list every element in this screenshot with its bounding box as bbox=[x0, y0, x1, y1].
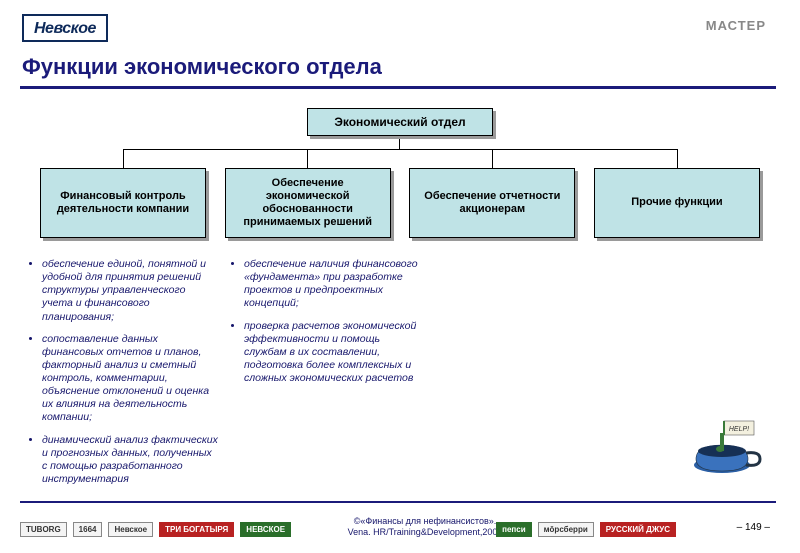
brand-badge: Невское bbox=[108, 522, 153, 537]
connector bbox=[307, 149, 308, 168]
svg-text:HELP!: HELP! bbox=[729, 426, 749, 433]
footer-copyright: ©«Финансы для нефинансистов». Vena. HR/T… bbox=[340, 516, 510, 538]
list-item: динамический анализ фактических и прогно… bbox=[42, 434, 218, 487]
org-child-label: Финансовый контроль деятельности компани… bbox=[47, 190, 199, 216]
list-item: обеспечение единой, понятной и удобной д… bbox=[42, 258, 218, 324]
list-item: сопоставление данных финансовых отчетов … bbox=[42, 333, 218, 425]
org-root-box: Экономический отдел bbox=[307, 108, 493, 136]
page-number: – 149 – bbox=[737, 522, 770, 533]
brand-badge: РУССКИЙ ДЖУС bbox=[600, 522, 676, 537]
org-root-label: Экономический отдел bbox=[334, 115, 465, 129]
footer-brands-right: пепси мǒрсберри РУССКИЙ ДЖУС bbox=[496, 522, 676, 537]
footer: TUBORG 1664 Невское ТРИ БОГАТЫРЯ НЕВСКОЕ… bbox=[20, 507, 776, 541]
teacup-illustration: HELP! bbox=[690, 415, 766, 475]
org-child-label: Обеспечение экономической обоснованности… bbox=[232, 177, 384, 230]
brand-badge: НЕВСКОЕ bbox=[240, 522, 291, 537]
copyright-line: ©«Финансы для нефинансистов». bbox=[340, 516, 510, 527]
brand-badge: пепси bbox=[496, 522, 531, 537]
list-item: обеспечение наличия финансового «фундаме… bbox=[244, 258, 420, 311]
brand-badge: 1664 bbox=[73, 522, 103, 537]
brand-badge: ТРИ БОГАТЫРЯ bbox=[159, 522, 234, 537]
connector bbox=[399, 139, 400, 149]
brand-badge: TUBORG bbox=[20, 522, 67, 537]
title-rule bbox=[20, 86, 776, 89]
list-item: проверка расчетов экономической эффектив… bbox=[244, 320, 420, 386]
org-child-label: Прочие функции bbox=[631, 196, 722, 209]
brand-logo-top-left: Невское bbox=[22, 14, 108, 42]
copyright-line: Vena. HR/Training&Development,2005 bbox=[340, 527, 510, 538]
org-child-label: Обеспечение отчетности акционерам bbox=[416, 190, 568, 216]
org-child-box: Обеспечение экономической обоснованности… bbox=[225, 168, 391, 238]
connector bbox=[677, 149, 678, 168]
brand-logo-top-right: МАСТЕР bbox=[706, 18, 766, 33]
footer-rule bbox=[20, 501, 776, 503]
brand-badge: мǒрсберри bbox=[538, 522, 594, 537]
org-children-row: Финансовый контроль деятельности компани… bbox=[40, 168, 760, 238]
org-child-box: Прочие функции bbox=[594, 168, 760, 238]
page-title: Функции экономического отдела bbox=[22, 54, 382, 80]
org-child-box: Финансовый контроль деятельности компани… bbox=[40, 168, 206, 238]
details-col-2: обеспечение наличия финансового «фундаме… bbox=[230, 258, 420, 394]
footer-brands-left: TUBORG 1664 Невское ТРИ БОГАТЫРЯ НЕВСКОЕ bbox=[20, 522, 291, 537]
connector bbox=[492, 149, 493, 168]
connector bbox=[123, 149, 677, 150]
org-child-box: Обеспечение отчетности акционерам bbox=[409, 168, 575, 238]
connector bbox=[123, 149, 124, 168]
details-col-1: обеспечение единой, понятной и удобной д… bbox=[28, 258, 218, 495]
